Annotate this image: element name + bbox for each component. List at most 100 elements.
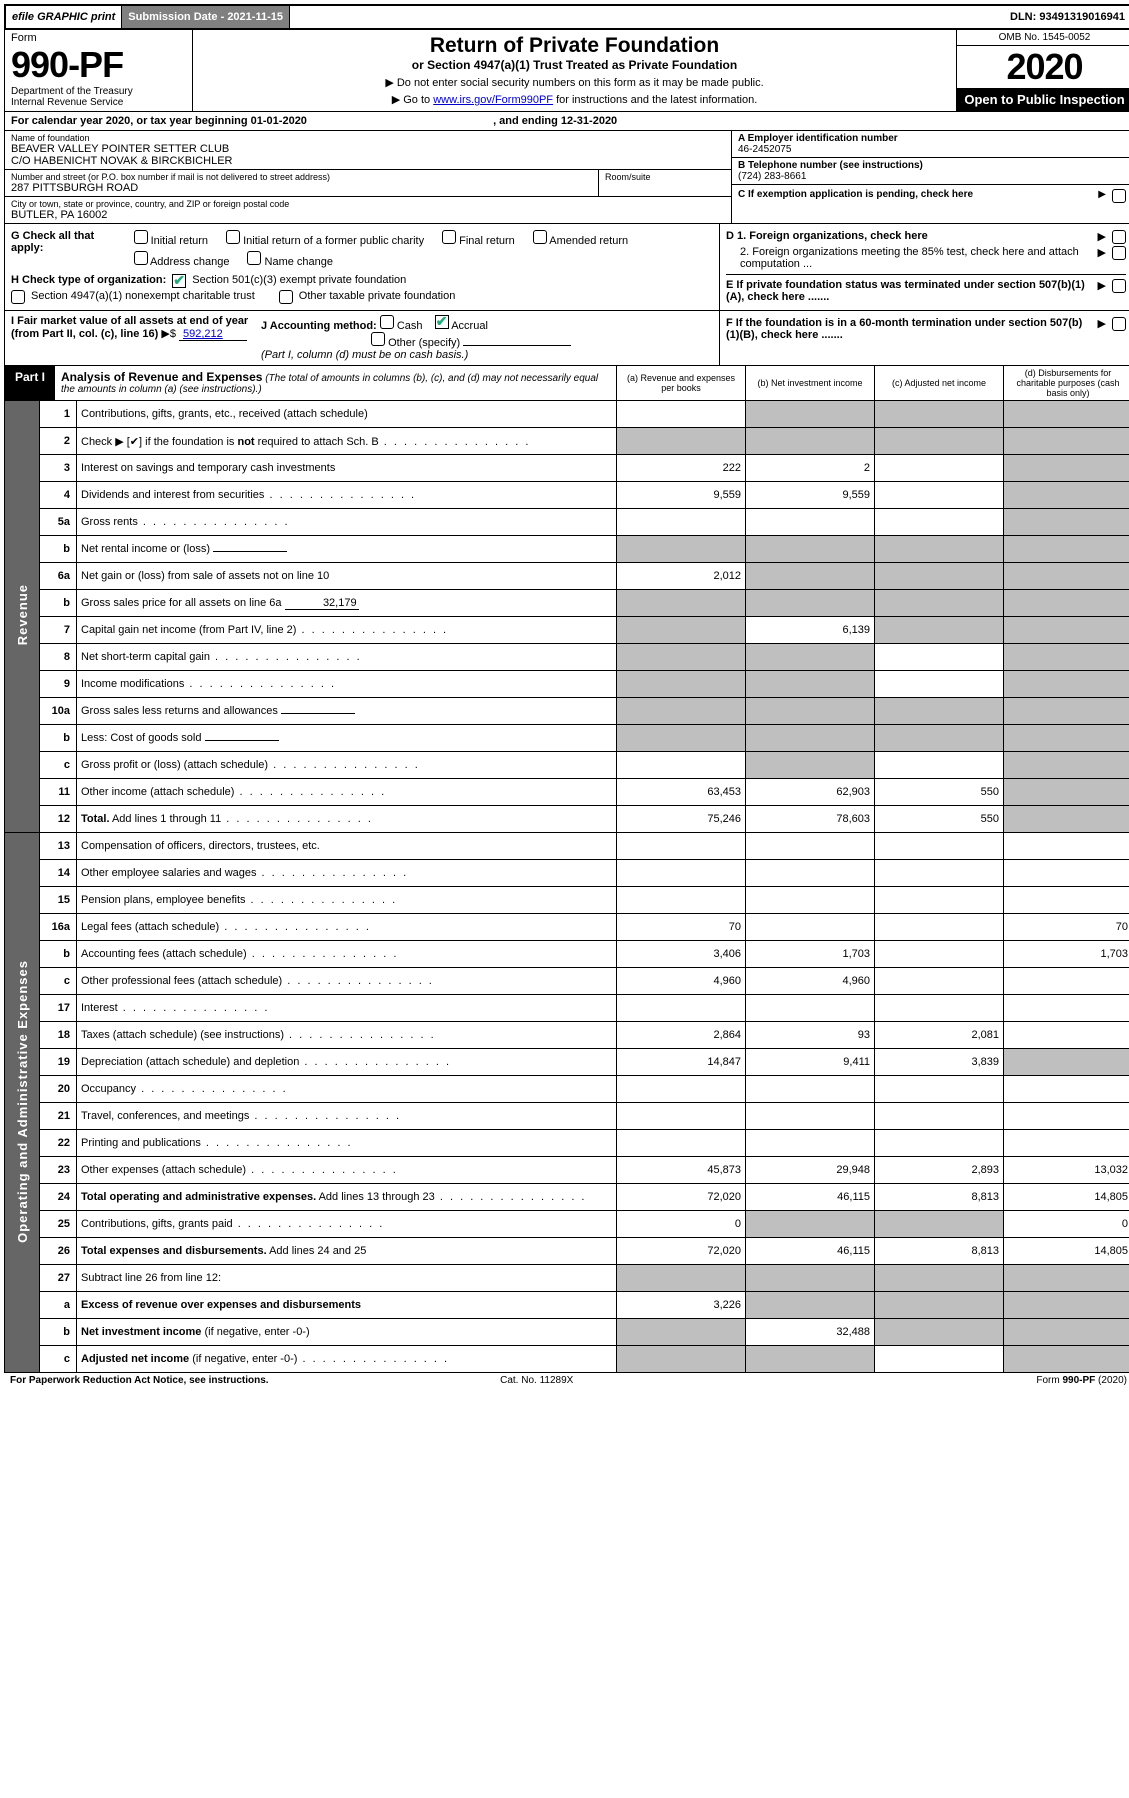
amount-cell: 9,559: [746, 482, 875, 509]
g-label: G Check all that apply:: [11, 230, 108, 254]
line-no: a: [40, 1292, 77, 1319]
amount-cell: [875, 914, 1004, 941]
table-row: 20Occupancy: [5, 1076, 1129, 1103]
line-no: 16a: [40, 914, 77, 941]
g-opt: Initial return: [134, 230, 209, 247]
f-checkbox[interactable]: [1112, 317, 1126, 331]
amount-cell-grey: [617, 590, 746, 617]
c-checkbox[interactable]: [1112, 189, 1126, 203]
d1-checkbox[interactable]: [1112, 230, 1126, 244]
line-label: Total operating and administrative expen…: [77, 1184, 617, 1211]
part1-tab: Part I: [5, 366, 55, 400]
j-cash-checkbox[interactable]: [380, 315, 394, 329]
g-initial-checkbox[interactable]: [134, 230, 148, 244]
city-label: City or town, state or province, country…: [11, 199, 725, 209]
table-row: 21Travel, conferences, and meetings: [5, 1103, 1129, 1130]
gh-left: G Check all that apply: Initial return I…: [5, 224, 720, 310]
table-row: bAccounting fees (attach schedule)3,4061…: [5, 941, 1129, 968]
col-d-hdr: (d) Disbursements for charitable purpose…: [1003, 366, 1129, 400]
line-no: 23: [40, 1157, 77, 1184]
amount-cell: 0: [1004, 1211, 1129, 1238]
amount-cell: [617, 1103, 746, 1130]
line-label: Net rental income or (loss): [77, 536, 617, 563]
efile-label: efile GRAPHIC print: [6, 6, 122, 28]
room-cell: Room/suite: [598, 170, 731, 196]
instr2-post: for instructions and the latest informat…: [553, 94, 757, 106]
table-row: Revenue1Contributions, gifts, grants, et…: [5, 401, 1129, 428]
phone-cell: B Telephone number (see instructions) (7…: [732, 158, 1129, 185]
line-no: 1: [40, 401, 77, 428]
phone-value: (724) 283-8661: [738, 171, 1126, 182]
fmv-link[interactable]: 592,212: [179, 328, 247, 341]
instructions-link[interactable]: www.irs.gov/Form990PF: [433, 94, 553, 106]
h-4947-checkbox[interactable]: [11, 290, 25, 304]
amount-cell-grey: [875, 401, 1004, 428]
j-other-input[interactable]: [463, 345, 571, 346]
amount-cell: 3,406: [617, 941, 746, 968]
form-label: Form: [11, 32, 186, 44]
amount-cell: [617, 995, 746, 1022]
g-name-checkbox[interactable]: [247, 251, 261, 265]
amount-cell: [875, 671, 1004, 698]
open-inspection: Open to Public Inspection: [957, 88, 1129, 111]
amount-cell-grey: [875, 617, 1004, 644]
amount-cell: 3,226: [617, 1292, 746, 1319]
line-label: Gross sales price for all assets on line…: [77, 590, 617, 617]
amount-cell: 32,488: [746, 1319, 875, 1346]
line-no: 11: [40, 779, 77, 806]
col-c-hdr: (c) Adjusted net income: [874, 366, 1003, 400]
amount-cell-grey: [746, 752, 875, 779]
line-label: Gross profit or (loss) (attach schedule): [77, 752, 617, 779]
amount-cell: 72,020: [617, 1238, 746, 1265]
amount-cell-grey: [875, 1265, 1004, 1292]
line-label: Legal fees (attach schedule): [77, 914, 617, 941]
amount-cell: 14,847: [617, 1049, 746, 1076]
g-initial-former-checkbox[interactable]: [226, 230, 240, 244]
line-label: Income modifications: [77, 671, 617, 698]
e-checkbox[interactable]: [1112, 279, 1126, 293]
street-cell: Number and street (or P.O. box number if…: [5, 170, 598, 196]
amount-cell: 13,032: [1004, 1157, 1129, 1184]
arrow-icon: ▶: [1098, 189, 1106, 200]
amount-cell: [875, 995, 1004, 1022]
g-opt-3: Amended return: [549, 235, 628, 247]
line-no: 20: [40, 1076, 77, 1103]
g-address-checkbox[interactable]: [134, 251, 148, 265]
d2-checkbox[interactable]: [1112, 246, 1126, 260]
footer-right: Form 990-PF (2020): [1036, 1375, 1127, 1386]
amount-cell: 93: [746, 1022, 875, 1049]
table-row: bNet investment income (if negative, ent…: [5, 1319, 1129, 1346]
amount-cell: 2: [746, 455, 875, 482]
line-label: Net short-term capital gain: [77, 644, 617, 671]
cal-begin: 01-01-2020: [251, 115, 307, 127]
form-subtitle: or Section 4947(a)(1) Trust Treated as P…: [199, 58, 950, 72]
amount-cell: 46,115: [746, 1238, 875, 1265]
amount-cell-grey: [1004, 536, 1129, 563]
g-amended-checkbox[interactable]: [533, 230, 547, 244]
line-no: 7: [40, 617, 77, 644]
amount-cell: 70: [1004, 914, 1129, 941]
j-accrual-checkbox[interactable]: [435, 315, 449, 329]
h-opt-1: Section 501(c)(3) exempt private foundat…: [192, 274, 406, 286]
amount-cell-grey: [617, 617, 746, 644]
h-other-checkbox[interactable]: [279, 290, 293, 304]
table-row: bLess: Cost of goods sold: [5, 725, 1129, 752]
line-label: Other income (attach schedule): [77, 779, 617, 806]
h-501c3-checkbox[interactable]: [172, 274, 186, 288]
amount-cell: 46,115: [746, 1184, 875, 1211]
table-row: 3Interest on savings and temporary cash …: [5, 455, 1129, 482]
table-row: 25Contributions, gifts, grants paid00: [5, 1211, 1129, 1238]
line-label: Compensation of officers, directors, tru…: [77, 833, 617, 860]
amount-cell-grey: [617, 536, 746, 563]
j-other-checkbox[interactable]: [371, 332, 385, 346]
e-row: E If private foundation status was termi…: [726, 274, 1126, 303]
g-final-checkbox[interactable]: [442, 230, 456, 244]
g-row: G Check all that apply: Initial return I…: [11, 230, 713, 268]
amount-cell: [617, 860, 746, 887]
form-number: 990-PF: [11, 44, 186, 86]
line-no: 6a: [40, 563, 77, 590]
amount-cell: 62,903: [746, 779, 875, 806]
submission-date: Submission Date - 2021-11-15: [122, 6, 290, 28]
amount-cell: [746, 1103, 875, 1130]
side-label: Operating and Administrative Expenses: [5, 833, 40, 1373]
